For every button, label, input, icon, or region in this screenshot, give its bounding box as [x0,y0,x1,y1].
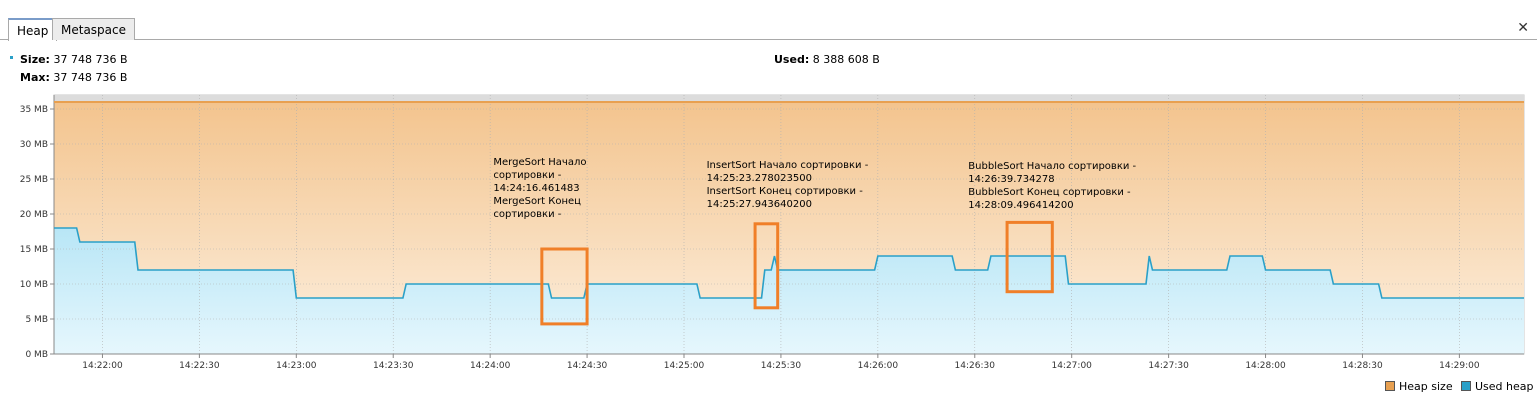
x-tick-label: 14:23:30 [373,361,414,371]
annotation-text: InsertSort Начало сортировки - [707,160,869,171]
heap-used-info: Used: 8 388 608 B [774,53,880,67]
used-value: 8 388 608 B [813,53,880,66]
x-tick-label: 14:26:30 [955,361,996,371]
annotation-text: 14:25:23.278023500 [707,173,812,184]
tab-metaspace[interactable]: Metaspace [52,18,135,40]
legend-used-heap-swatch [1461,381,1471,391]
y-tick-label: 25 MB [20,175,48,185]
x-tick-label: 14:26:00 [858,361,899,371]
max-value: 37 748 736 B [53,71,127,84]
annotation-text: InsertSort Конец сортировки - [707,186,864,197]
legend-heap-size: Heap size [1385,380,1453,394]
x-tick-label: 14:27:30 [1148,361,1189,371]
x-tick-label: 14:25:30 [761,361,802,371]
y-tick-label: 15 MB [20,245,48,255]
annotation-text: 14:28:09.496414200 [968,200,1073,211]
tab-bar: Heap Metaspace ✕ [0,16,1537,40]
panel-marker [10,56,13,59]
annotation-text: сортировки - [493,170,561,181]
x-tick-label: 14:24:00 [470,361,511,371]
x-tick-label: 14:25:00 [664,361,705,371]
y-tick-label: 30 MB [20,140,48,150]
max-label: Max: [20,71,50,84]
y-tick-label: 5 MB [25,315,48,325]
x-tick-label: 14:22:00 [82,361,123,371]
legend-used-heap: Used heap [1461,380,1534,394]
legend-heap-size-label: Heap size [1399,380,1453,393]
annotation-text: 14:24:16.461483 [493,183,579,194]
x-tick-label: 14:22:30 [179,361,220,371]
x-tick-label: 14:29:00 [1439,361,1480,371]
size-label: Size: [20,53,50,66]
tab-heap[interactable]: Heap [8,18,57,41]
annotation-text: 14:26:39.734278 [968,174,1054,185]
legend-used-heap-label: Used heap [1475,380,1534,393]
y-tick-label: 0 MB [25,350,48,360]
annotation-text: MergeSort Начало [493,157,586,168]
heap-chart: 0 MB 5 MB 10 MB 15 MB 20 MB 25 MB 30 MB 35 MB 1… [0,90,1537,380]
x-tick-label: 14:28:00 [1245,361,1286,371]
y-tick-label: 20 MB [20,210,48,220]
y-tick-label: 35 MB [20,105,48,115]
used-label: Used: [774,53,809,66]
heap-headroom [54,95,1524,102]
heap-max-info: Max: 37 748 736 B [20,71,127,85]
annotation-text: сортировки - [493,209,561,220]
annotation-text: BubbleSort Начало сортировки - [968,161,1136,172]
annotation-text: BubbleSort Конец сортировки - [968,187,1131,198]
annotation-text: MergeSort Конец [493,196,581,207]
close-icon[interactable]: ✕ [1517,19,1529,37]
x-tick-label: 14:24:30 [567,361,608,371]
legend-heap-size-swatch [1385,381,1395,391]
annotation-text: 14:25:27.943640200 [707,199,812,210]
size-value: 37 748 736 B [53,53,127,66]
y-tick-label: 10 MB [20,280,48,290]
x-tick-label: 14:23:00 [276,361,317,371]
x-tick-label: 14:27:00 [1051,361,1092,371]
heap-size-info: Size: 37 748 736 B [20,53,128,67]
x-tick-label: 14:28:30 [1342,361,1383,371]
